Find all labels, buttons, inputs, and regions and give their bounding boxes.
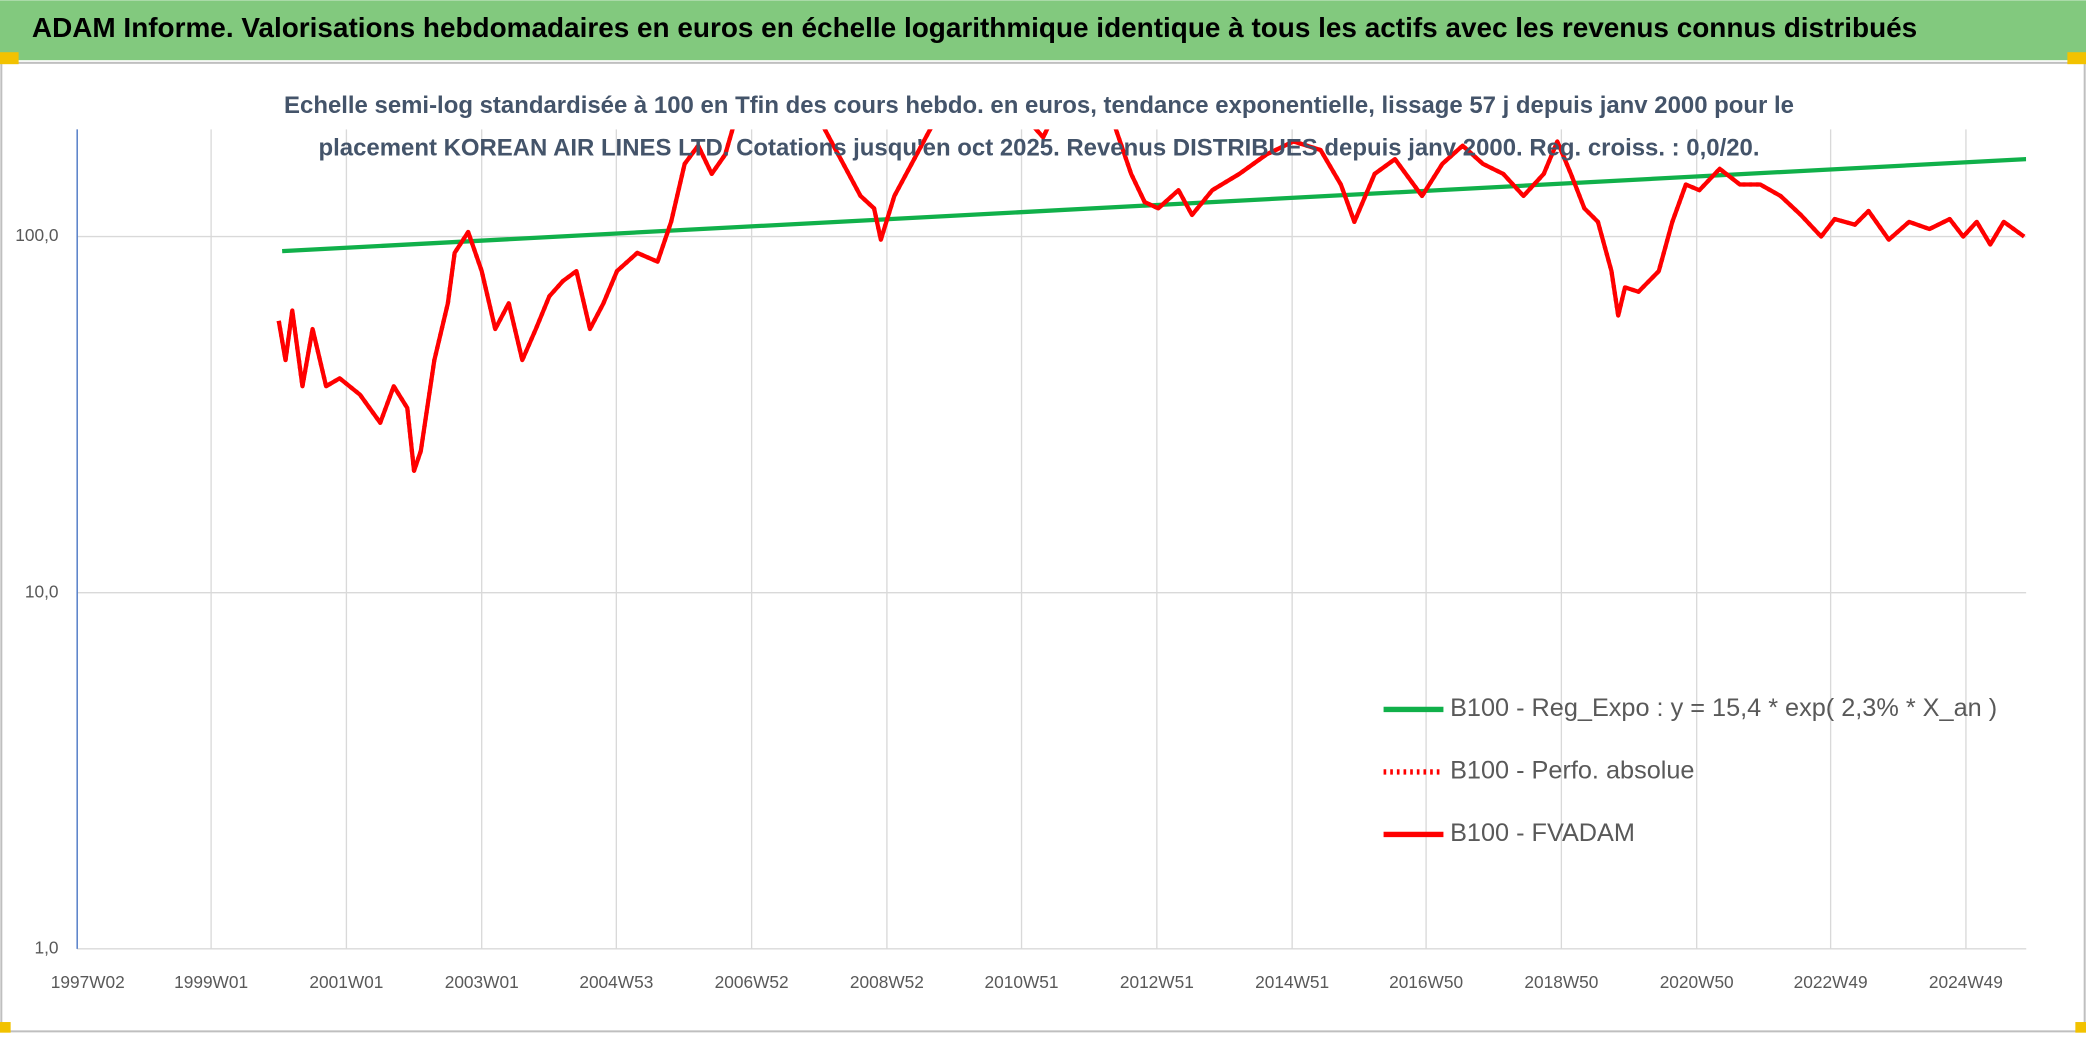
y-tick-label: 100,0 [15, 225, 58, 245]
x-tick-label: 2012W51 [1120, 972, 1194, 992]
legend-label: B100 - Perfo. absolue [1450, 757, 1694, 785]
chart-title: ADAM Informe. Valorisations hebdomadaire… [32, 12, 1917, 43]
x-tick-label: 2010W51 [985, 972, 1059, 992]
y-tick-label: 10,0 [25, 581, 59, 601]
subtitle: placement KOREAN AIR LINES LTD. Cotation… [319, 135, 1760, 162]
title-bar [0, 0, 2086, 61]
x-tick-label: 2001W01 [309, 972, 383, 992]
x-tick-label: 2022W49 [1794, 972, 1868, 992]
x-tick-label: 2006W52 [715, 972, 789, 992]
y-tick-label: 1,0 [35, 937, 59, 957]
x-tick-label: 2016W50 [1389, 972, 1463, 992]
series-line [276, 129, 2026, 473]
x-tick-label: 2024W49 [1929, 972, 2003, 992]
corner [2067, 52, 2086, 65]
x-tick-label: 2008W52 [850, 972, 924, 992]
corner [2075, 1022, 2086, 1033]
x-tick-label: 2004W53 [579, 972, 653, 992]
legend-label: B100 - Reg_Expo : y = 15,4 * exp( 2,3% *… [1450, 694, 1997, 722]
chart-border [0, 61, 2086, 1033]
x-tick-label: 2020W50 [1660, 972, 1734, 992]
corner [0, 1022, 11, 1033]
x-tick-label: 1999W01 [174, 972, 248, 992]
x-tick-label: 2014W51 [1255, 972, 1329, 992]
corner [0, 52, 19, 65]
legend-label: B100 - FVADAM [1450, 819, 1635, 847]
x-tick-label: 2003W01 [445, 972, 519, 992]
x-tick-label: 1997W02 [51, 972, 125, 992]
x-tick-label: 2018W50 [1524, 972, 1598, 992]
subtitle: Echelle semi-log standardisée à 100 en T… [284, 92, 1794, 119]
